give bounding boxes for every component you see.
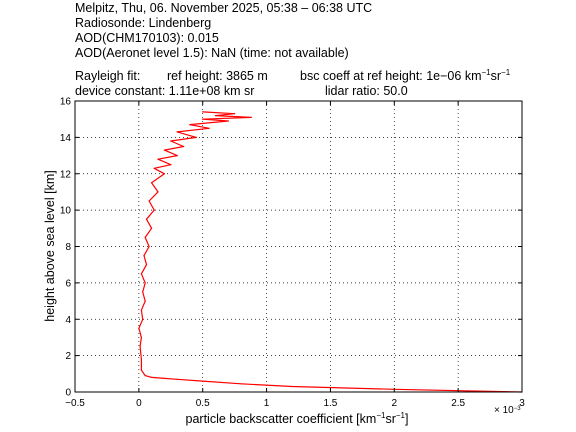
profile-point: [143, 255, 145, 257]
x-tick-label: 2: [392, 398, 398, 409]
profile-point: [151, 227, 153, 229]
title-line-radiosonde: Radiosonde: Lindenberg: [75, 16, 212, 30]
x-tick-label: 0: [136, 398, 142, 409]
y-tick-label: 8: [65, 242, 71, 253]
x-multiplier: × 10−3: [494, 405, 521, 416]
profile-point: [163, 173, 165, 175]
y-tick-label: 6: [65, 278, 71, 289]
profile-point: [176, 131, 178, 133]
x-axis-label: particle backscatter coefficient [km−1sr…: [186, 411, 409, 426]
x-axis-label-close: ]: [405, 412, 408, 426]
profile-point: [176, 155, 178, 157]
profile-point: [227, 120, 229, 122]
profile-point: [140, 273, 142, 275]
profile-point: [151, 376, 153, 378]
title-line-rayleigh-fit: Rayleigh fit:: [75, 69, 141, 83]
profile-point: [291, 385, 293, 388]
bsc-km-exp: −1: [481, 68, 491, 77]
profile-point: [163, 149, 165, 151]
profile-point: [139, 345, 141, 348]
profile-point: [140, 309, 142, 311]
profile-point: [240, 383, 242, 385]
profile-point: [157, 191, 159, 193]
profile-point: [142, 318, 144, 320]
y-tick-label: 0: [65, 388, 71, 399]
bsc-coeff-text: bsc coeff at ref height: 1e−06 km: [300, 69, 482, 83]
profile-point: [183, 145, 185, 148]
y-tick-label: 12: [60, 169, 72, 180]
title-line-aod-aeronet: AOD(Aeronet level 1.5): NaN (time: not a…: [75, 46, 349, 60]
profile-point: [145, 218, 148, 220]
grid-lines: [75, 101, 522, 392]
x-tick-label: 3: [519, 398, 525, 409]
profile-point: [144, 300, 146, 302]
profile-point: [153, 209, 155, 211]
x-tick-label: −0.5: [65, 398, 85, 409]
profile-point: [138, 327, 140, 329]
x-tick-label: 1.5: [323, 398, 337, 409]
profile-point: [144, 282, 146, 284]
profile-point: [170, 164, 172, 166]
profile-point: [202, 111, 204, 113]
profile-point: [148, 245, 150, 248]
profile-point: [144, 236, 146, 238]
profile-point: [189, 124, 191, 126]
profile-point: [140, 369, 142, 371]
bsc-sr-text: sr: [490, 69, 502, 83]
bsc-sr-exp: −1: [501, 68, 511, 77]
profile-point: [250, 116, 252, 118]
y-tick-label: 14: [60, 133, 72, 144]
profile-point: [170, 140, 172, 142]
profile-point: [163, 377, 165, 379]
x-tick-label: 0.5: [196, 398, 210, 409]
profile-point: [157, 158, 159, 160]
profile-point: [140, 336, 142, 338]
plot-frame: [74, 100, 523, 393]
y-tick-label: 10: [60, 206, 72, 217]
x-axis-label-km-exp: −1: [376, 411, 386, 420]
profile-point: [214, 115, 217, 117]
profile-point: [140, 358, 142, 360]
title-line-lidar-ratio: lidar ratio: 50.0: [325, 84, 408, 98]
y-tick-label: 16: [60, 97, 72, 108]
title-line-ref-height: ref height: 3865 m: [167, 69, 268, 83]
x-multiplier-exp: −3: [514, 406, 522, 412]
profile-line: [138, 111, 523, 393]
profile-point: [145, 264, 148, 266]
x-axis-label-sr-exp: −1: [396, 411, 406, 420]
x-tick-label: 1: [264, 398, 270, 409]
profile-point: [202, 380, 204, 382]
y-axis-label: height above sea level [km]: [43, 170, 57, 321]
x-axis-label-main: particle backscatter coefficient [km: [186, 412, 377, 426]
profile-point: [234, 113, 236, 115]
profile-point: [202, 118, 204, 120]
profile-point: [142, 291, 144, 293]
profile-point: [144, 375, 146, 377]
x-tick-label: 2.5: [451, 398, 465, 409]
profile-point: [151, 182, 153, 184]
y-tick-label: 2: [65, 351, 71, 362]
profile-point: [176, 378, 178, 380]
title-line-device-constant: device constant: 1.11e+08 km sr: [75, 84, 255, 98]
title-line-bsc-coeff: bsc coeff at ref height: 1e−06 km−1sr−1: [300, 68, 511, 84]
x-axis-label-sr: sr: [385, 412, 395, 426]
title-line-aod-chm: AOD(CHM170103): 0.015: [75, 31, 219, 45]
y-tick-label: 4: [65, 315, 71, 326]
profile-point: [208, 127, 210, 129]
x-multiplier-base: × 10: [494, 405, 514, 416]
profile-point: [148, 200, 150, 202]
profile-point: [195, 136, 197, 138]
profile-point: [153, 167, 155, 169]
title-line-site-time: Melpitz, Thu, 06. November 2025, 05:38 –…: [75, 1, 373, 15]
